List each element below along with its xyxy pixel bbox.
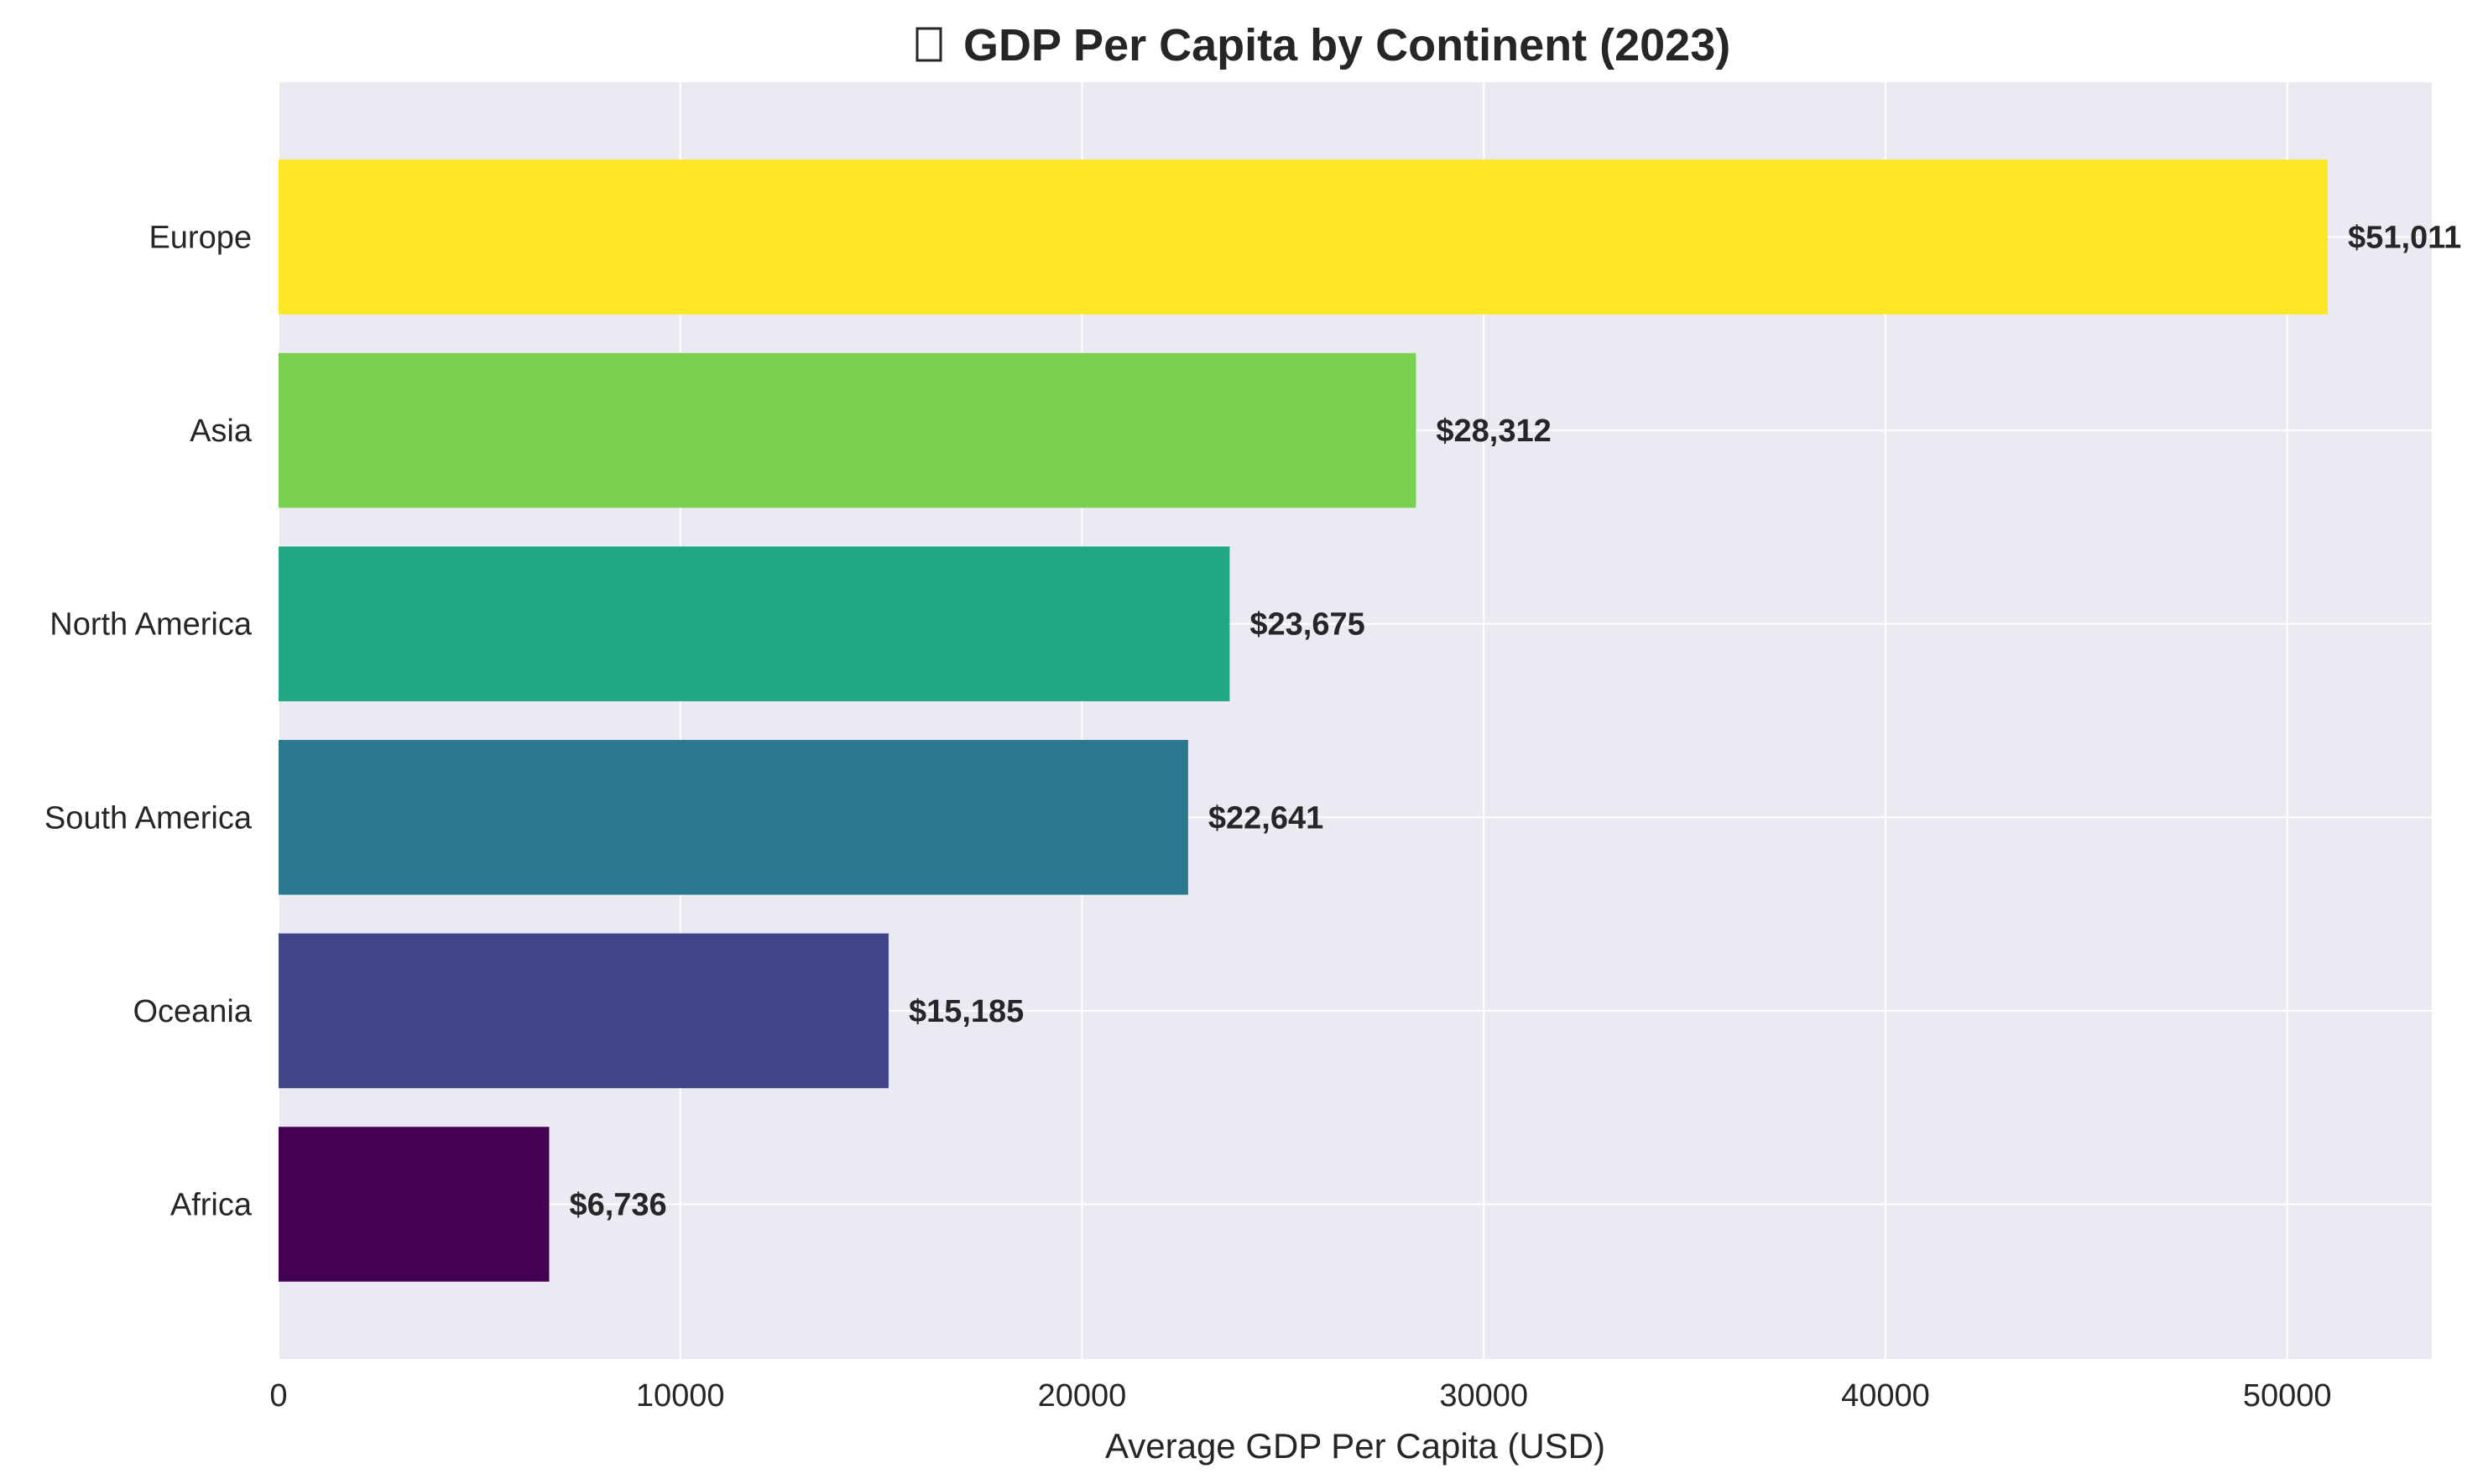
bar-value-label: $51,011 — [2348, 220, 2461, 255]
x-tick-labels: 0 10000 20000 30000 40000 50000 — [269, 1378, 2331, 1414]
x-tick-label: 30000 — [1439, 1378, 1528, 1414]
category-label: Oceania — [133, 994, 252, 1029]
x-tick-label: 10000 — [636, 1378, 725, 1414]
category-label: Africa — [170, 1188, 253, 1223]
bar — [279, 159, 2329, 315]
chart-title: GDP Per Capita by Continent (2023) — [915, 20, 1730, 70]
bar — [279, 933, 889, 1089]
x-axis-label: Average GDP Per Capita (USD) — [1105, 1426, 1605, 1466]
bar-value-label: $22,641 — [1208, 800, 1323, 836]
bar — [279, 1127, 550, 1282]
category-label: North America — [50, 607, 253, 643]
missing-glyph-icon — [915, 27, 942, 62]
chart-title-text: GDP Per Capita by Continent (2023) — [963, 20, 1730, 70]
bar — [279, 740, 1188, 895]
bar — [279, 352, 1416, 508]
bar — [279, 546, 1230, 701]
x-tick-label: 50000 — [2243, 1378, 2332, 1414]
bar-value-label: $23,675 — [1249, 607, 1364, 643]
bar-value-label: $28,312 — [1436, 414, 1551, 449]
x-tick-label: 0 — [269, 1378, 287, 1414]
bar-value-label: $15,185 — [909, 994, 1024, 1029]
category-label: Asia — [190, 414, 253, 449]
category-label: Europe — [149, 220, 252, 255]
value-labels: $51,011 $28,312 $23,675 $22,641 $15,185 $6,73… — [569, 220, 2461, 1222]
x-tick-label: 20000 — [1038, 1378, 1127, 1414]
category-label: South America — [44, 800, 253, 836]
category-labels: Europe Asia North America South America Ocea… — [44, 220, 253, 1222]
x-tick-label: 40000 — [1841, 1378, 1930, 1414]
bars — [279, 159, 2329, 1282]
bar-value-label: $6,736 — [569, 1188, 666, 1223]
